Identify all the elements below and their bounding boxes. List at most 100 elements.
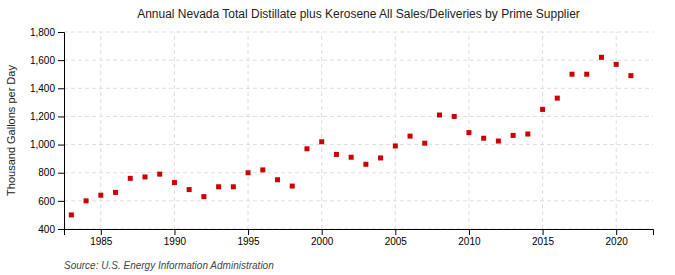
- point: [113, 190, 118, 195]
- grid-line-y: [64, 32, 653, 33]
- axis-line: [65, 230, 654, 236]
- point: [466, 130, 471, 135]
- tick-label: 2005: [385, 236, 408, 247]
- point: [319, 139, 324, 144]
- tick-label: 1985: [90, 236, 113, 247]
- source: Source: U.S. Energy Information Administ…: [64, 260, 274, 271]
- point: [408, 134, 413, 139]
- points: [69, 55, 634, 218]
- grid-line-x: [248, 32, 249, 229]
- point: [584, 72, 589, 77]
- tick: 2015: [532, 229, 555, 247]
- point: [157, 172, 162, 177]
- tick: 800: [38, 167, 64, 178]
- point: [614, 62, 619, 67]
- point: [378, 155, 383, 160]
- tick-label: 2015: [532, 236, 555, 247]
- grid-line-x: [321, 32, 322, 229]
- tick: 1,600: [30, 55, 64, 66]
- grid-line-x: [395, 32, 396, 229]
- tick-label: 1,200: [30, 111, 55, 122]
- tick-mark: [58, 60, 64, 61]
- chart: 1985 1990 1995 2000 2005 2010 2015 2020 400 600 80…: [0, 0, 675, 275]
- point: [201, 194, 206, 199]
- grid-line-x: [174, 32, 175, 229]
- grid-line-x: [100, 32, 101, 229]
- point: [290, 184, 295, 189]
- tick-label: 2020: [606, 236, 629, 247]
- tick-label: 1990: [164, 236, 187, 247]
- tick: 1985: [90, 229, 113, 247]
- point: [84, 198, 89, 203]
- tick-mark: [58, 32, 64, 33]
- point: [275, 177, 280, 182]
- tick-label: 2000: [311, 236, 334, 247]
- tick-mark: [174, 229, 175, 235]
- tick: 2000: [311, 229, 334, 247]
- tick: 600: [38, 196, 64, 207]
- grid-line-x: [542, 32, 543, 229]
- point: [69, 212, 74, 217]
- y-axis: 4006008001,0001,2001,4001,6001,800: [30, 27, 65, 235]
- point: [452, 114, 457, 119]
- tick: 2020: [606, 229, 629, 247]
- point: [628, 73, 633, 78]
- point: [422, 141, 427, 146]
- point: [481, 136, 486, 141]
- tick: 1990: [164, 229, 187, 247]
- grid-line-y: [64, 88, 653, 89]
- grid-line-y: [64, 116, 653, 117]
- tick-mark: [616, 229, 617, 235]
- point: [540, 107, 545, 112]
- y-axis-title: Thousand Gallons per Day: [5, 65, 17, 196]
- point: [142, 174, 147, 179]
- grid-line-y: [64, 200, 653, 201]
- grid-line-y: [64, 60, 653, 61]
- tick-mark: [395, 229, 396, 235]
- tick-label: 2010: [458, 236, 481, 247]
- grid-line-y: [64, 172, 653, 173]
- tick-label: 1,400: [30, 83, 55, 94]
- point: [334, 152, 339, 157]
- point: [570, 72, 575, 77]
- title: Annual Nevada Total Distillate plus Kero…: [137, 7, 580, 21]
- point: [555, 96, 560, 101]
- point: [349, 155, 354, 160]
- tick: 1995: [237, 229, 260, 247]
- point: [437, 113, 442, 118]
- chart-container: 1985 1990 1995 2000 2005 2010 2015 2020 400 600 80…: [0, 0, 675, 275]
- grid-line-x: [616, 32, 617, 229]
- tick: 1,000: [30, 139, 64, 150]
- tick-mark: [543, 229, 544, 235]
- tick: 400: [38, 224, 64, 235]
- tick-label: 1,600: [30, 55, 55, 66]
- point: [363, 162, 368, 167]
- point: [231, 184, 236, 189]
- tick-mark: [58, 88, 64, 89]
- point: [246, 170, 251, 175]
- point: [599, 55, 604, 60]
- tick-label: 600: [38, 196, 55, 207]
- point: [525, 132, 530, 137]
- point: [98, 193, 103, 198]
- point: [128, 176, 133, 181]
- point: [511, 133, 516, 138]
- tick-label: 400: [38, 224, 55, 235]
- tick: 2010: [458, 229, 481, 247]
- tick-mark: [248, 229, 249, 235]
- tick: 1,400: [30, 83, 64, 94]
- tick: 2005: [385, 229, 408, 247]
- tick-mark: [322, 229, 323, 235]
- tick-mark: [58, 201, 64, 202]
- tick-label: 1,000: [30, 139, 55, 150]
- axis-line: [58, 33, 65, 230]
- point: [496, 139, 501, 144]
- tick-mark: [101, 229, 102, 235]
- point: [216, 184, 221, 189]
- point: [304, 146, 309, 151]
- tick: 1,200: [30, 111, 64, 122]
- tick-label: 1995: [237, 236, 260, 247]
- grid-line-y: [64, 144, 653, 145]
- tick-mark: [58, 116, 64, 117]
- tick-label: 800: [38, 167, 55, 178]
